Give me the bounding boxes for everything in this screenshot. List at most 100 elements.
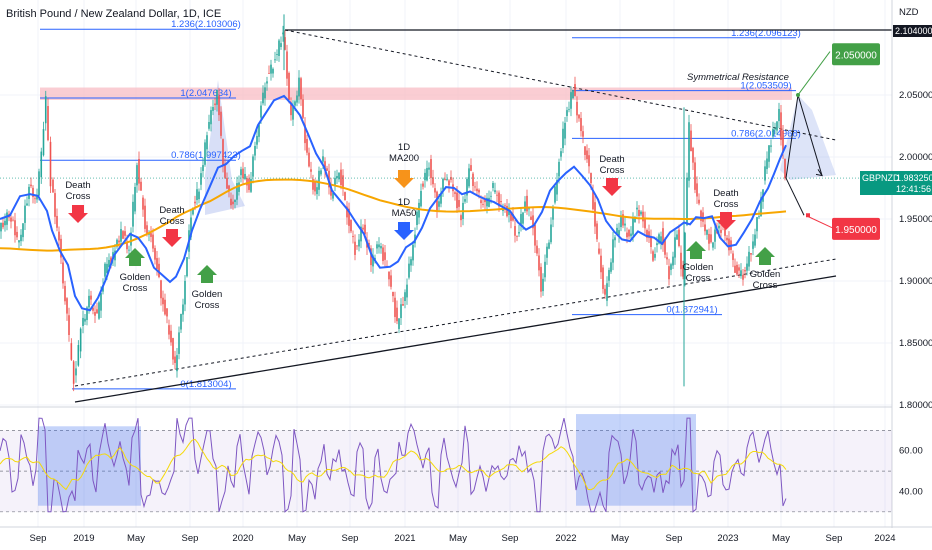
candle-body: [446, 179, 448, 180]
candle-body: [10, 217, 12, 222]
candle-body: [578, 114, 580, 119]
candle-body: [70, 343, 73, 360]
candle-body: [782, 130, 784, 153]
death-cross-label-line2: Cross: [160, 216, 185, 227]
candle-body: [60, 238, 62, 258]
candle-body: [474, 186, 476, 188]
rsi-line: [0, 417, 787, 513]
candle-body: [726, 237, 728, 241]
price-tick-label: 2.000000: [899, 152, 932, 163]
ma200-label-line1: 1D: [398, 142, 410, 153]
candle-body: [198, 191, 200, 200]
candle-body: [546, 246, 548, 258]
candle-body: [322, 156, 324, 162]
candle-body: [698, 199, 700, 204]
candle-body: [158, 263, 160, 278]
candle-body: [152, 234, 154, 249]
candle-body: [126, 242, 128, 250]
candle-body: [200, 173, 202, 185]
candle-body: [416, 211, 418, 225]
candle-body: [338, 172, 340, 180]
candle-body: [740, 270, 742, 277]
candle-body: [662, 228, 664, 245]
rsi-pane[interactable]: 60.00 40.00: [0, 406, 923, 513]
candle-body: [136, 165, 138, 186]
death-cross-label-line2: Cross: [600, 165, 625, 176]
candle-body: [508, 209, 510, 215]
candle-body: [28, 186, 30, 199]
projection-down-path: [785, 177, 805, 216]
fib-left-label: 0.786(1.997423): [171, 150, 241, 161]
candle-body: [544, 261, 546, 278]
candle-body: [220, 111, 222, 136]
candle-body: [192, 207, 194, 215]
death-cross-arrow: [68, 205, 88, 223]
time-tick-label: Sep: [502, 533, 519, 544]
time-axis[interactable]: Sep 2019 May Sep 2020 May Sep 2021 May Sep 2022 May…: [0, 526, 932, 544]
candle-body: [218, 95, 220, 116]
candle-body: [504, 205, 506, 207]
candle-body: [764, 166, 766, 181]
candle-body: [584, 146, 586, 155]
fib-left-label: 1(2.047634): [180, 88, 231, 99]
candle-body: [318, 170, 320, 190]
candle-body: [132, 201, 134, 227]
candle-body: [176, 355, 178, 372]
candle-body: [0, 222, 2, 232]
candle-body: [358, 239, 360, 247]
candle-body: [732, 253, 734, 260]
candle-body: [594, 202, 596, 227]
candle-body: [640, 211, 642, 215]
candle-body: [138, 158, 140, 184]
price-axis[interactable]: NZD 2.104000 1.800000 1.850000 1.900000 1.9…: [891, 0, 932, 528]
candle-body: [592, 190, 594, 210]
candle-body: [120, 229, 122, 242]
candle-body: [558, 161, 560, 177]
candle-body: [208, 122, 210, 129]
target-up-connector: [797, 51, 831, 96]
candle-body: [686, 177, 688, 226]
candle-body: [734, 265, 736, 273]
candle-body: [356, 245, 358, 247]
candle-body: [294, 101, 296, 106]
candle-body: [96, 309, 98, 314]
candle-body: [528, 208, 530, 210]
time-tick-label: Sep: [182, 533, 199, 544]
candle-body: [672, 256, 674, 266]
candle-body: [238, 182, 240, 192]
candle-body: [688, 122, 690, 181]
candle-body: [196, 189, 198, 201]
candle-body: [434, 188, 436, 193]
candle-body: [302, 99, 304, 118]
candle-body: [172, 338, 174, 360]
candle-body: [392, 291, 394, 297]
candle-body: [438, 201, 440, 207]
candle-body: [610, 262, 612, 272]
candle-body: [634, 217, 636, 223]
candle-body: [728, 238, 730, 251]
candle-body: [204, 142, 206, 165]
candle-body: [466, 178, 468, 196]
candle-body: [516, 236, 518, 237]
candle-body: [712, 242, 714, 248]
time-tick-label: 2020: [232, 533, 253, 544]
candle-body: [720, 229, 722, 233]
rsi-tick-label: 40.00: [899, 486, 923, 497]
candle-body: [26, 203, 28, 206]
candle-body: [258, 124, 260, 137]
candle-body: [484, 199, 486, 203]
candle-body: [86, 307, 88, 321]
candle-body: [562, 128, 564, 149]
candle-body: [666, 257, 668, 260]
candle-body: [272, 68, 274, 74]
target-up-dot: [796, 92, 800, 97]
time-tick-label: May: [611, 533, 629, 544]
candle-body: [62, 262, 64, 284]
candle-body: [98, 302, 100, 319]
history-pattern-shade: [205, 80, 245, 215]
candle-body: [656, 243, 658, 246]
candle-body: [254, 146, 256, 156]
candle-body: [458, 200, 460, 207]
candle-body: [736, 264, 738, 275]
